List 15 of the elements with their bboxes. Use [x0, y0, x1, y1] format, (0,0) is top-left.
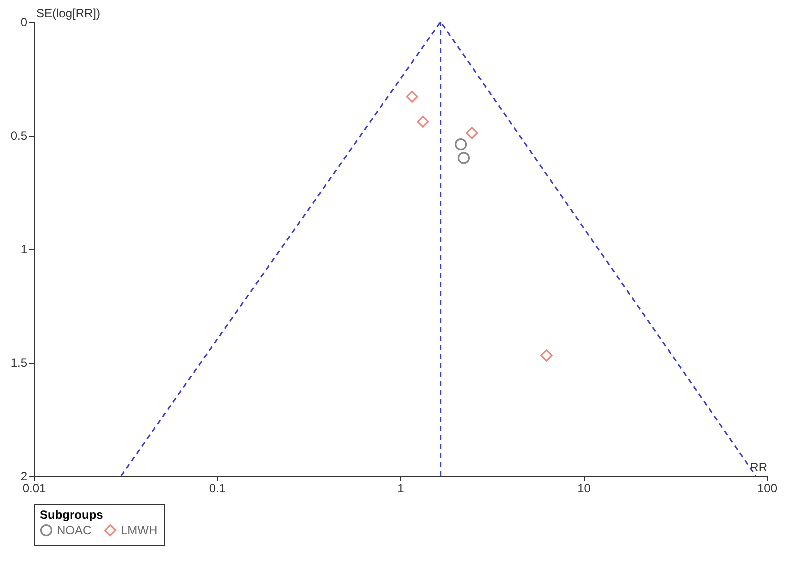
x-axis-title: RR — [750, 460, 768, 474]
y-tick-label: 0.5 — [10, 129, 28, 143]
legend-label: LMWH — [121, 524, 158, 538]
y-axis-title: SE(log[RR]) — [36, 6, 101, 20]
x-tick-label: 100 — [757, 482, 778, 496]
x-tick-label: 0.1 — [209, 482, 226, 496]
x-tick-label: 10 — [578, 482, 592, 496]
y-tick-label: 1.5 — [10, 356, 28, 370]
x-tick-label: 0.01 — [22, 482, 46, 496]
legend-label: NOAC — [57, 524, 92, 538]
y-tick-label: 0 — [20, 16, 28, 30]
y-tick-label: 1 — [20, 242, 28, 256]
x-tick-label: 1 — [398, 482, 405, 496]
y-tick-label: 2 — [20, 470, 28, 484]
legend-title: Subgroups — [40, 508, 104, 522]
